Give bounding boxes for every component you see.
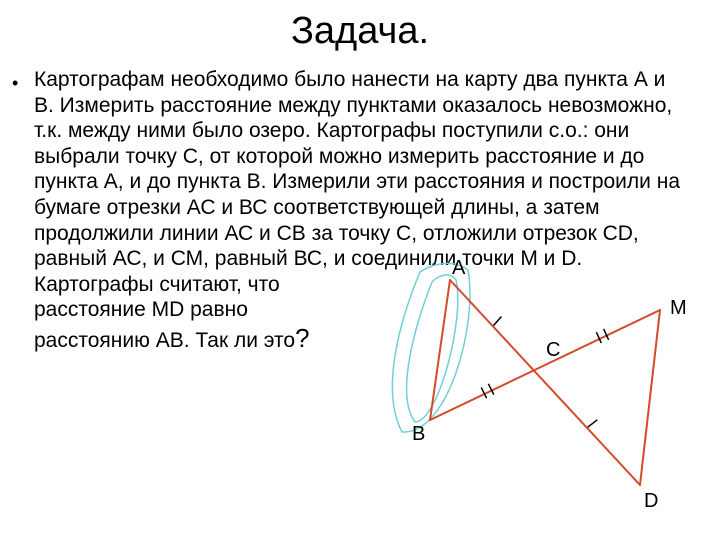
svg-text:A: A xyxy=(452,257,466,279)
slide: Задача. • Картографам необходимо было на… xyxy=(0,0,720,540)
paragraph-1: Картографам необходимо было нанести на к… xyxy=(34,67,690,272)
svg-text:D: D xyxy=(644,490,658,512)
svg-text:B: B xyxy=(412,423,425,445)
diagram-svg: A B C M D xyxy=(360,250,700,520)
svg-text:M: M xyxy=(670,297,687,319)
paragraph-2a: Картографы считают, что расстояние МD ра… xyxy=(34,273,280,322)
bullet-icon: • xyxy=(12,73,18,95)
diagram-lines xyxy=(430,280,660,485)
slide-title: Задача. xyxy=(30,10,690,53)
question-mark: ? xyxy=(295,323,309,353)
paragraph-2: Картографы считают, что расстояние МD ра… xyxy=(34,272,334,355)
point-labels: A B C M D xyxy=(412,257,687,512)
paragraph-2b: расстоянию АВ. Так ли это xyxy=(34,329,295,352)
geometry-diagram: A B C M D xyxy=(360,250,700,520)
svg-text:C: C xyxy=(546,339,560,361)
